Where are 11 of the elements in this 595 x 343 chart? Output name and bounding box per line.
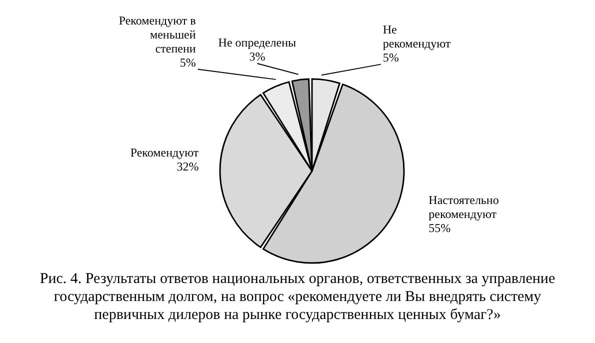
slice-label: Не определены — [218, 35, 296, 50]
slice-label: Рекомендуют в меньшей степени — [118, 13, 196, 56]
text: Рис. 4. Результаты ответов национальных органов, ответственных за управление государственным долгом, на вопрос «рекомендуете ли Вы внедрять систему первичных дилеров на рынке государственных ценных бумаг?» — [38, 270, 556, 324]
data-label: 55% — [428, 221, 451, 236]
data-label: 32% — [176, 159, 199, 174]
slice-label: Не рекомендуют — [382, 22, 452, 50]
data-label: 5% — [382, 50, 399, 64]
slice-label: Настоятельно рекомендуют — [428, 193, 499, 222]
slice-label: Рекомендуют — [130, 145, 200, 160]
data-label: 5% — [180, 55, 196, 70]
data-label: 3% — [249, 49, 266, 64]
